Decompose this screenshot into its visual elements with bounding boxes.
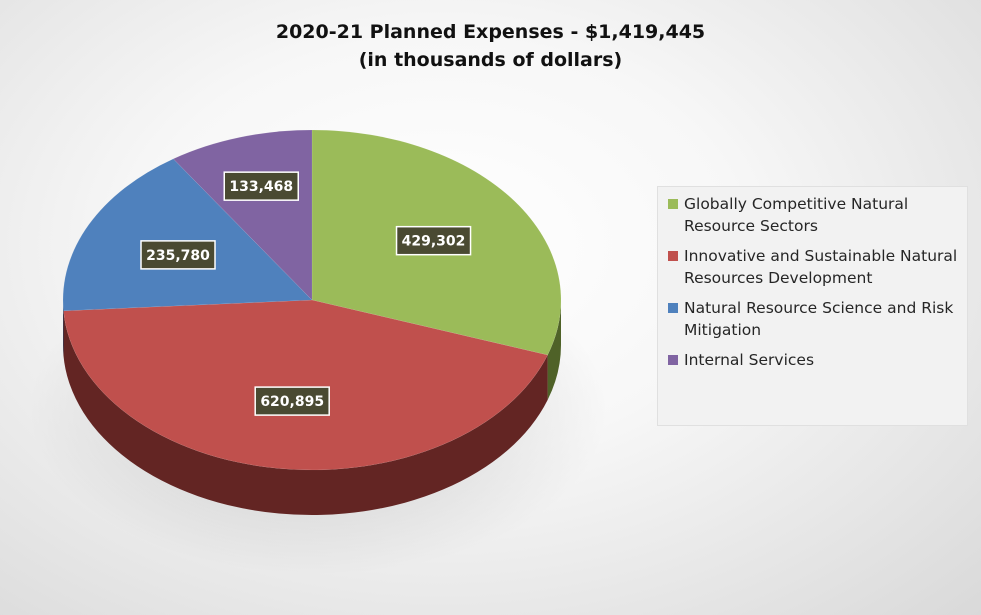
chart-title-line2: (in thousands of dollars) xyxy=(358,49,623,71)
legend: Globally Competitive Natural Resource Se… xyxy=(657,186,968,426)
legend-label-2: Natural Resource Science and Risk Mitiga… xyxy=(684,299,954,339)
legend-label-0: Globally Competitive Natural Resource Se… xyxy=(684,195,909,235)
pie-side-1 xyxy=(63,310,548,515)
legend-swatch-2 xyxy=(668,303,678,313)
data-label-box-3 xyxy=(223,171,300,201)
pie-top xyxy=(62,129,562,471)
legend-label-1: Innovative and Sustainable Natural Resou… xyxy=(684,247,958,287)
data-label-text-3: 133,468 xyxy=(229,179,293,195)
chart-title: 2020-21 Planned Expenses - $1,419,445 (i… xyxy=(0,18,981,74)
data-label-text-0: 429,302 xyxy=(402,234,466,250)
chart-title-line1: 2020-21 Planned Expenses - $1,419,445 xyxy=(275,21,706,43)
legend-swatch-0 xyxy=(668,199,678,209)
data-label-text-2: 235,780 xyxy=(146,248,210,264)
data-label-box-2 xyxy=(140,240,216,270)
pie-sides xyxy=(63,300,561,515)
legend-swatch-1 xyxy=(668,251,678,261)
data-label-2: 235,780 xyxy=(140,240,216,270)
data-label-text-1: 620,895 xyxy=(260,394,324,410)
legend-swatch-3 xyxy=(668,355,678,365)
data-label-box-0 xyxy=(395,225,472,256)
data-label-0: 429,302 xyxy=(395,225,472,256)
legend-item-0: Globally Competitive Natural Resource Se… xyxy=(668,193,961,237)
pie-slice-1 xyxy=(63,299,548,471)
data-label-box-1 xyxy=(254,386,330,416)
legend-item-1: Innovative and Sustainable Natural Resou… xyxy=(668,245,961,289)
data-label-1: 620,895 xyxy=(254,386,330,416)
legend-item-3: Internal Services xyxy=(668,349,961,371)
data-label-3: 133,468 xyxy=(223,171,300,201)
legend-label-3: Internal Services xyxy=(684,351,815,369)
legend-item-2: Natural Resource Science and Risk Mitiga… xyxy=(668,297,961,341)
pie-side-2 xyxy=(63,300,64,356)
pie-side-0 xyxy=(547,300,561,401)
pie-labels: 429,302 620,895 235,780 133,468 xyxy=(140,171,472,416)
pie-slice-2 xyxy=(62,158,313,312)
